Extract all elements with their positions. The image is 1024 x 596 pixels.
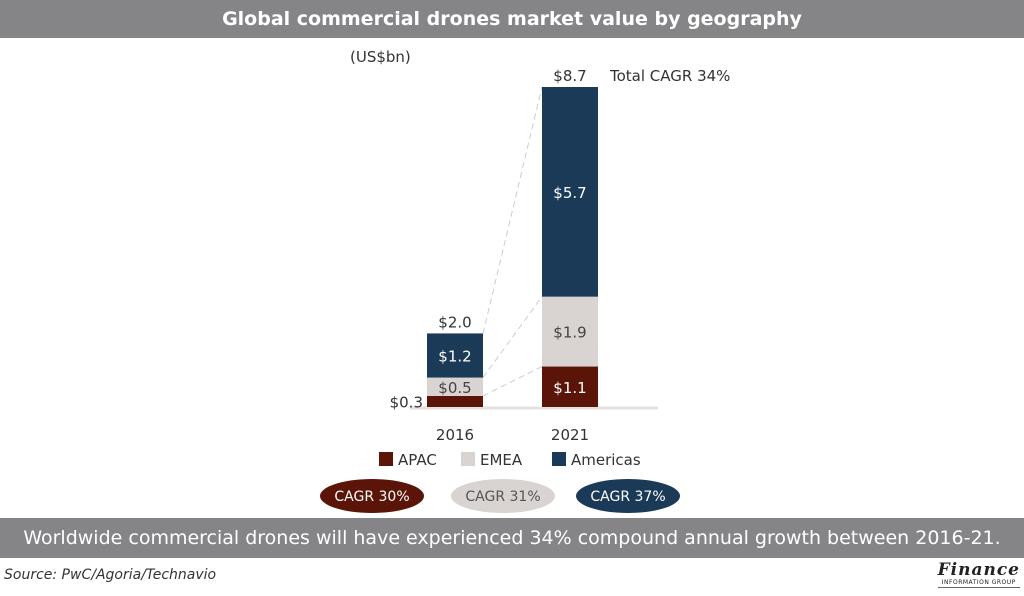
data-label-2021-americas: $5.7 [553, 184, 586, 202]
legend-swatch-apac [379, 452, 393, 466]
data-label-2021-apac: $1.1 [553, 379, 586, 397]
bar-2021-apac [542, 366, 598, 407]
x-tick-label-2021: 2021 [551, 426, 589, 444]
total-cagr-annotation: Total CAGR 34% [609, 67, 730, 85]
cagr-oval-emea [451, 479, 555, 513]
bar-2021-emea [542, 296, 598, 367]
bar-2016-emea [427, 377, 483, 396]
data-label-2016-apac: $0.3 [390, 393, 423, 411]
cagr-label-apac: CAGR 30% [334, 489, 409, 505]
legend-label-apac: APAC [398, 451, 437, 469]
logo-word: Finance [937, 560, 1020, 580]
unit-label: (US$bn) [350, 48, 411, 66]
data-label-2016-americas: $1.2 [438, 348, 471, 366]
legend-label-americas: Americas [571, 451, 641, 469]
legend-label-emea: EMEA [480, 451, 523, 469]
legend-swatch-americas [552, 452, 566, 466]
x-tick-label-2016: 2016 [436, 426, 474, 444]
stacked-bar-chart: (US$bn) $0.3 $0.5 $1.2 $2.0 2016 $1.1 $1.9 $5.7 $… [320, 48, 730, 513]
bar-2021-americas [542, 87, 598, 297]
logo-subtitle: INFORMATION GROUP [941, 579, 1016, 586]
summary-banner: Worldwide commercial drones will have ex… [0, 518, 1024, 558]
total-label-2016: $2.0 [438, 313, 471, 331]
source-note: Source: PwC/Agoria/Technavio [4, 567, 217, 583]
bar-2016-americas [427, 333, 483, 378]
cagr-label-americas: CAGR 37% [590, 489, 665, 505]
data-label-2016-emea: $0.5 [438, 379, 471, 397]
total-label-2021: $8.7 [553, 67, 586, 85]
bar-2016-apac [427, 395, 483, 407]
data-label-2021-emea: $1.9 [553, 324, 586, 342]
cagr-oval-americas [576, 479, 680, 513]
connector-line-americas [482, 86, 543, 334]
connector-line-apac [482, 366, 543, 397]
cagr-label-emea: CAGR 31% [465, 489, 540, 505]
cagr-oval-apac [320, 479, 424, 513]
chart-title: Global commercial drones market value by… [0, 0, 1024, 38]
finance-information-group-logo: Finance INFORMATION GROUP [937, 560, 1020, 588]
legend-swatch-emea [461, 452, 475, 466]
connector-line-emea [482, 296, 543, 378]
